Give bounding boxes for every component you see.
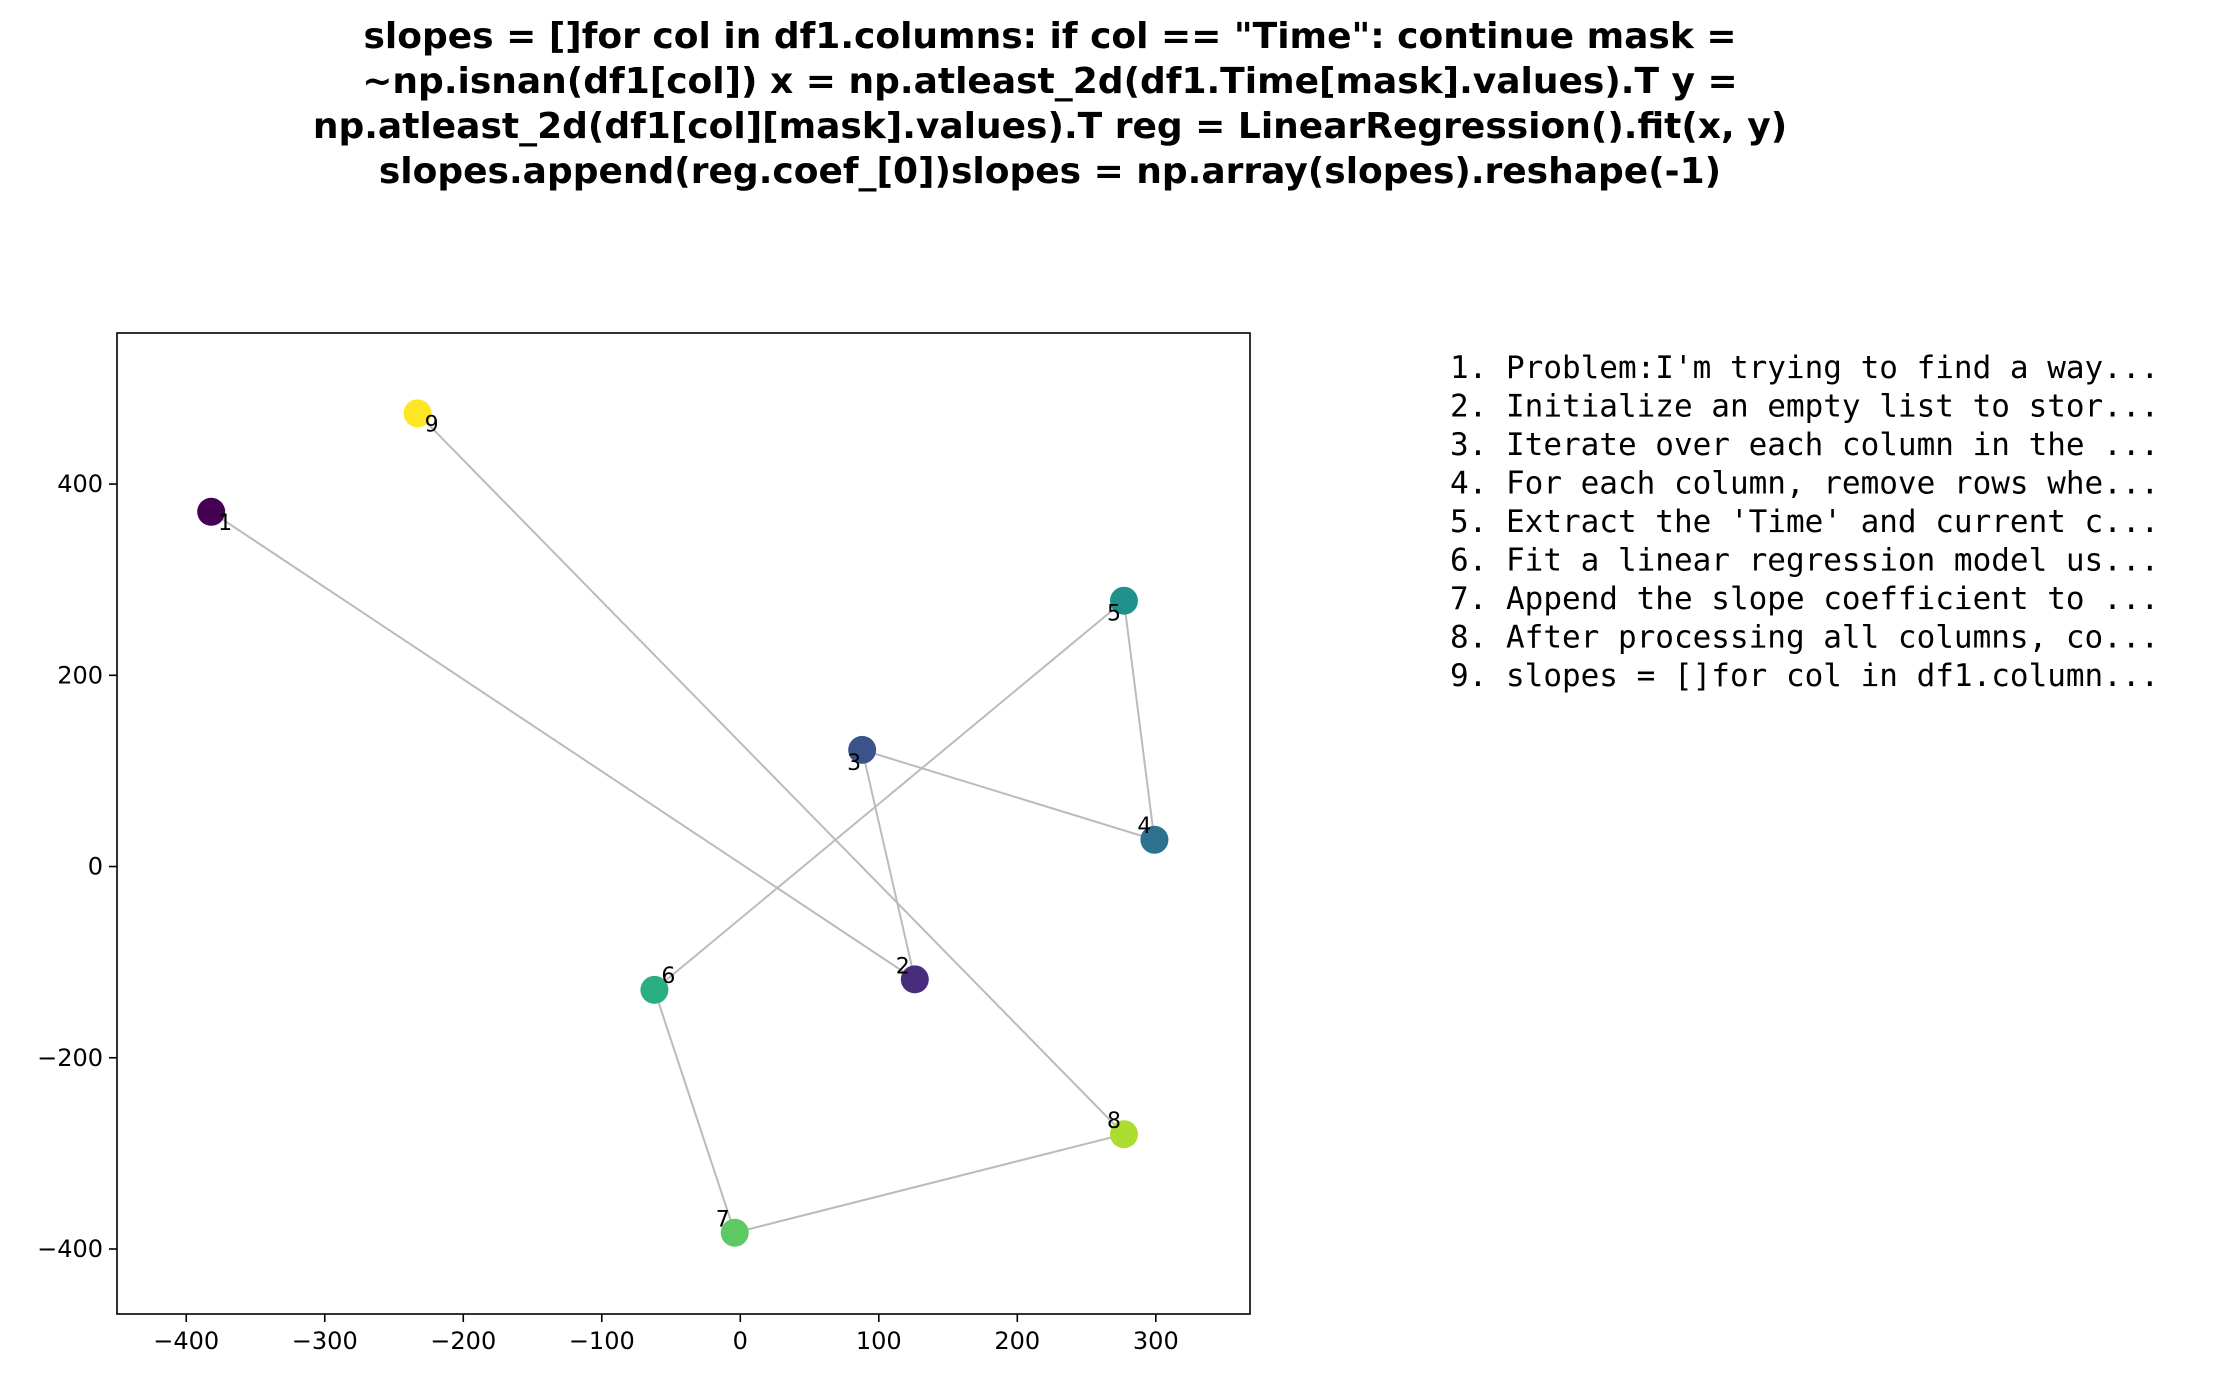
point-6 bbox=[640, 975, 669, 1004]
legend-entry-8: 8. After processing all columns, co... bbox=[1450, 620, 2159, 656]
point-label-3: 3 bbox=[847, 751, 861, 776]
point-label-2: 2 bbox=[896, 954, 910, 979]
connector-line-7-8 bbox=[734, 1133, 1125, 1234]
point-label-9: 9 bbox=[425, 412, 439, 437]
x-tick-label: 300 bbox=[1133, 1327, 1179, 1355]
y-tick-label: 200 bbox=[57, 661, 103, 689]
legend-entry-6: 6. Fit a linear regression model us... bbox=[1450, 543, 2159, 579]
connector-line-5-6 bbox=[653, 599, 1125, 991]
connector-line-6-7 bbox=[653, 989, 736, 1234]
point-7 bbox=[720, 1218, 749, 1247]
x-axis-ticks: −400 −300 −200 −100 0 100 200 300 bbox=[153, 1314, 1179, 1355]
point-2 bbox=[900, 965, 929, 994]
connector-line-2-3 bbox=[861, 749, 916, 980]
point-label-8: 8 bbox=[1107, 1109, 1121, 1134]
title-line-3: np.atleast_2d(df1[col][mask].values).T r… bbox=[313, 106, 1787, 147]
point-9 bbox=[403, 399, 432, 428]
legend-entry-5: 5. Extract the 'Time' and current c... bbox=[1450, 504, 2159, 540]
title-line-2: ~np.isnan(df1[col]) x = np.atleast_2d(df… bbox=[362, 61, 1737, 102]
x-tick-label: −300 bbox=[292, 1327, 358, 1355]
x-tick-label: −200 bbox=[430, 1327, 496, 1355]
title-line-4: slopes.append(reg.coef_[0])slopes = np.a… bbox=[379, 151, 1721, 192]
point-label-5: 5 bbox=[1107, 602, 1121, 627]
x-tick-label: −400 bbox=[153, 1327, 219, 1355]
point-8 bbox=[1109, 1120, 1138, 1149]
connector-line-8-9 bbox=[416, 412, 1125, 1135]
y-axis-ticks: −400 −200 0 200 400 bbox=[37, 470, 117, 1263]
connector-lines bbox=[210, 412, 1156, 1234]
point-label-4: 4 bbox=[1137, 814, 1151, 839]
point-1 bbox=[197, 497, 226, 526]
point-label-7: 7 bbox=[716, 1208, 730, 1233]
y-tick-label: −200 bbox=[37, 1044, 103, 1072]
legend-entry-1: 1. Problem:I'm trying to find a way... bbox=[1450, 350, 2159, 386]
y-tick-label: 400 bbox=[57, 470, 103, 498]
title-line-1: slopes = []for col in df1.columns: if co… bbox=[363, 16, 1736, 57]
point-3 bbox=[848, 735, 877, 764]
connector-line-1-2 bbox=[210, 510, 916, 981]
y-tick-label: 0 bbox=[88, 853, 103, 881]
point-label-6: 6 bbox=[661, 964, 675, 989]
plot-area: 1 2 3 4 5 6 7 8 9 −400 −300 −200 −100 0 100 200 300 −40… bbox=[37, 332, 1251, 1355]
legend-entry-4: 4. For each column, remove rows whe... bbox=[1450, 466, 2159, 502]
x-tick-label: −100 bbox=[569, 1327, 635, 1355]
y-tick-label: −400 bbox=[37, 1235, 103, 1263]
legend: 1. Problem:I'm trying to find a way...2.… bbox=[1450, 350, 2159, 694]
scatter-points bbox=[197, 399, 1169, 1247]
point-4 bbox=[1140, 825, 1169, 854]
legend-entry-7: 7. Append the slope coefficient to ... bbox=[1450, 581, 2159, 617]
connector-line-3-4 bbox=[861, 748, 1155, 841]
connector-line-4-5 bbox=[1122, 600, 1156, 840]
point-labels: 1 2 3 4 5 6 7 8 9 bbox=[218, 412, 1151, 1232]
axes-frame bbox=[116, 332, 1251, 1315]
legend-entry-2: 2. Initialize an empty list to stor... bbox=[1450, 389, 2159, 425]
x-tick-label: 100 bbox=[856, 1327, 902, 1355]
point-5 bbox=[1109, 586, 1138, 615]
x-tick-label: 0 bbox=[733, 1327, 748, 1355]
legend-entry-3: 3. Iterate over each column in the ... bbox=[1450, 427, 2159, 463]
legend-entry-9: 9. slopes = []for col in df1.column... bbox=[1450, 658, 2159, 694]
point-label-1: 1 bbox=[218, 511, 232, 536]
chart-title: slopes = []for col in df1.columns: if co… bbox=[313, 16, 1787, 192]
x-tick-label: 200 bbox=[994, 1327, 1040, 1355]
